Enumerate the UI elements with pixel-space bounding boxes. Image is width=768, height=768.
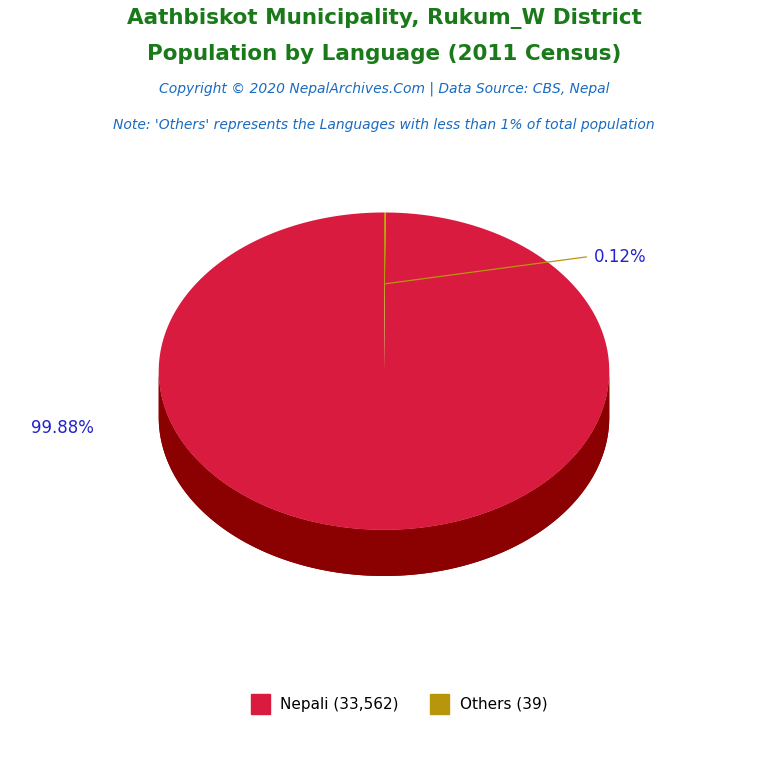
Text: Aathbiskot Municipality, Rukum_W District: Aathbiskot Municipality, Rukum_W Distric… xyxy=(127,8,641,28)
Text: 0.12%: 0.12% xyxy=(594,248,647,266)
Bar xyxy=(251,694,270,713)
Polygon shape xyxy=(159,213,609,530)
Bar xyxy=(430,694,449,713)
Text: Copyright © 2020 NepalArchives.Com | Data Source: CBS, Nepal: Copyright © 2020 NepalArchives.Com | Dat… xyxy=(159,82,609,97)
Polygon shape xyxy=(159,371,609,576)
Text: Nepali (33,562): Nepali (33,562) xyxy=(280,697,399,711)
Text: Note: 'Others' represents the Languages with less than 1% of total population: Note: 'Others' represents the Languages … xyxy=(113,118,655,132)
Text: Others (39): Others (39) xyxy=(459,697,547,711)
Polygon shape xyxy=(159,372,609,576)
Text: Population by Language (2011 Census): Population by Language (2011 Census) xyxy=(147,44,621,64)
Text: 99.88%: 99.88% xyxy=(31,419,94,436)
Polygon shape xyxy=(384,213,386,371)
